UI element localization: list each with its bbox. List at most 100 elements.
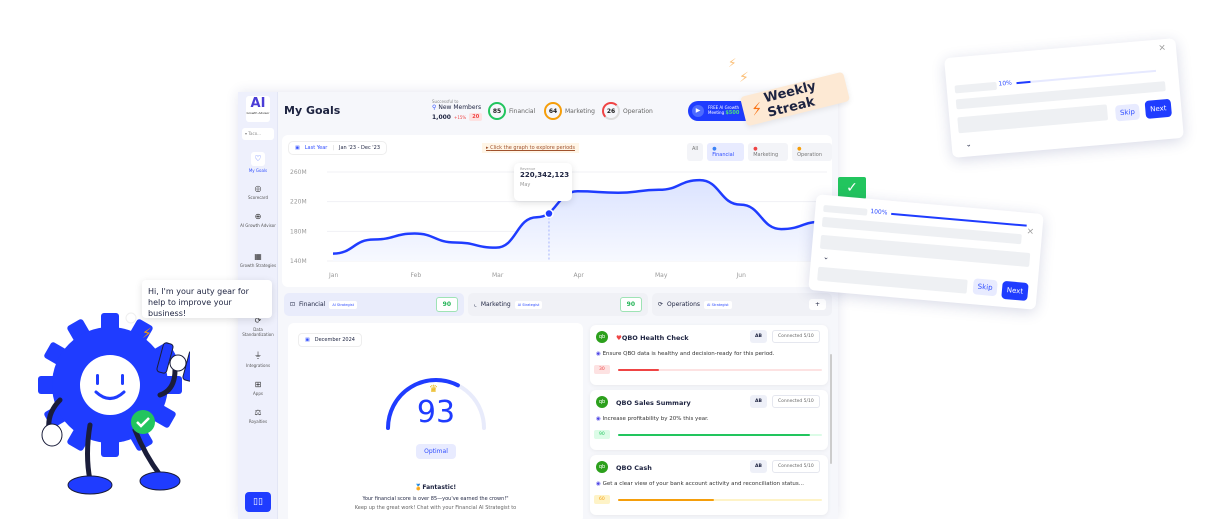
score-value: 93	[416, 395, 456, 430]
quickbooks-icon: qb	[596, 461, 608, 473]
promo-banner[interactable]: ▶ FREE AI Growth Meeting $500	[688, 101, 758, 121]
filter-operation[interactable]: ● Operation	[792, 143, 833, 161]
task-description: ◉ Get a clear view of your bank account …	[596, 481, 804, 487]
logo: AI Growth Advisor	[246, 96, 270, 122]
status-badge: Optimal	[416, 444, 456, 459]
lightning-icon: ⚡	[142, 326, 152, 342]
skip-button[interactable]: Skip	[972, 278, 998, 297]
sidebar-item-data-standardization[interactable]: ⟳ Data Standardization	[238, 316, 278, 337]
refresh-icon: ⟳	[658, 301, 664, 308]
filter-financial[interactable]: ● Financial	[707, 143, 745, 161]
sidebar-item-ai-growth-advisor[interactable]: ⊕ AI Growth Advisor	[238, 212, 278, 228]
connected-status: Connected 5/10	[772, 330, 820, 343]
task-description: ◉ Increase profitability by 20% this yea…	[596, 416, 709, 422]
scorecard-icon: ◎	[254, 184, 262, 193]
sidebar-item-royalties[interactable]: ⚖ Royalties	[238, 408, 278, 424]
close-icon[interactable]: ×	[1158, 42, 1167, 54]
scrollbar[interactable]	[830, 354, 832, 464]
gear-mascot-illustration: ⚡	[38, 312, 190, 495]
y-tick-label: 140M	[290, 258, 307, 265]
date-chip[interactable]: ▣ December 2024	[298, 333, 362, 347]
score-marketing[interactable]: 64 Marketing	[544, 102, 595, 120]
ai-strategist-tag: AI Strategist	[514, 300, 543, 309]
ai-strategist-tag: AI Strategist	[329, 300, 357, 309]
progress-percent: 100%	[870, 208, 888, 217]
globe-icon: ⊕	[254, 212, 262, 221]
chevron-down-icon[interactable]: ⌄	[965, 140, 972, 149]
sidebar-item-apps[interactable]: ⊞ Apps	[238, 380, 278, 396]
score-operation[interactable]: 26 Operation	[602, 102, 653, 120]
members-caption: Successful to	[432, 99, 459, 104]
filter-marketing[interactable]: ● Marketing	[748, 143, 789, 161]
lightning-icon: ⚡	[739, 70, 749, 86]
add-button[interactable]: +	[808, 299, 826, 310]
assignee-badge[interactable]: AB	[750, 330, 767, 343]
y-tick-label: 220M	[290, 199, 307, 206]
close-icon[interactable]: ×	[1026, 226, 1035, 238]
summary-line-1: Your financial score is over 85—you've e…	[362, 496, 509, 502]
sidebar-item-integrations[interactable]: ⏚ Integrations	[238, 350, 278, 368]
cursor-icon: ▸	[486, 145, 489, 151]
calendar-icon: ▣	[305, 337, 310, 343]
task-description: ◉ Ensure QBO data is healthy and decisio…	[596, 351, 775, 357]
members-stats: 1,000 +15% 20	[432, 113, 483, 121]
page-title: My Goals	[284, 104, 341, 117]
book-icon: ▯▯	[253, 497, 263, 507]
task-card[interactable]: qb ♥QBO Health Check AB Connected 5/10 ◉…	[590, 325, 828, 385]
link-icon: ⚲	[432, 104, 437, 111]
grid-icon: ⊞	[254, 380, 262, 389]
connected-status: Connected 5/10	[772, 460, 820, 473]
refresh-icon: ⟳	[254, 316, 262, 325]
x-tick-label: May	[655, 272, 668, 279]
summary-panel: ▣ December 2024 ♛ 93 Optimal 🏅Fantastic! …	[288, 323, 583, 519]
skip-button[interactable]: Skip	[1114, 103, 1141, 122]
lightning-icon: ⚡	[749, 97, 765, 120]
book-button[interactable]: ▯▯	[245, 492, 271, 512]
x-tick-label: Feb	[411, 272, 422, 279]
crown-icon: ♛	[429, 384, 438, 395]
x-tick-label: Mar	[492, 272, 504, 279]
hint-label: ▸ Click the graph to explore periods	[482, 143, 579, 153]
next-button[interactable]: Next	[1001, 280, 1029, 301]
score-gauge	[386, 378, 486, 430]
ai-icon: ◉	[596, 416, 601, 422]
date-range-picker[interactable]: ▣ Last Year | Jan '23 - Dec '23	[288, 141, 388, 155]
filter-all[interactable]: All	[687, 143, 704, 161]
onboarding-popup-complete: × 100% ⌄ Skip Next	[808, 194, 1044, 310]
plug-icon: ⏚	[254, 351, 262, 360]
sidebar-item-growth-strategies[interactable]: ▦ Growth Strategies	[239, 252, 277, 268]
tab-operations[interactable]: ⟳ Operations AI Strategist +	[652, 293, 832, 316]
revenue-chart[interactable]: 140M 180M 220M 260M Jan Feb Mar Apr May Jun	[282, 135, 832, 287]
task-card[interactable]: qb QBO Cash AB Connected 5/10 ◉ Get a cl…	[590, 455, 828, 515]
task-score: 30	[594, 365, 610, 374]
score-financial[interactable]: 85 Financial	[488, 102, 535, 120]
sidebar-item-scorecard[interactable]: ◎ Scorecard	[238, 184, 278, 200]
summary-line-2: Keep up the great work! Chat with your F…	[354, 505, 517, 511]
sidebar-item-my-goals[interactable]: ♡ My Goals	[248, 152, 268, 173]
ai-icon: ◉	[596, 351, 601, 357]
x-tick-label: Jun	[736, 272, 747, 279]
lightning-icon: ⚡	[728, 56, 737, 70]
chart-card: ▣ Last Year | Jan '23 - Dec '23 ▸ Click the…	[282, 135, 833, 287]
task-title: ♥QBO Health Check	[616, 334, 689, 342]
assignee-badge[interactable]: AB	[750, 460, 767, 473]
progress-percent: 10%	[998, 79, 1013, 88]
heart-icon: ♡	[251, 152, 265, 166]
x-tick-label: Apr	[574, 272, 585, 279]
task-progress-bar	[618, 499, 822, 501]
x-tick-label: Jan	[328, 272, 338, 279]
app-window: AI Growth Advisor ▾ Taco... ♡ My Goals ◎ Sc…	[238, 92, 838, 519]
assignee-badge[interactable]: AB	[750, 395, 767, 408]
calendar-icon: ▣	[295, 145, 300, 151]
task-score: 60	[594, 495, 610, 504]
task-progress-bar	[618, 369, 822, 371]
chevron-down-icon[interactable]: ⌄	[822, 253, 830, 262]
tab-financial[interactable]: ⊡ Financial AI Strategist 90	[284, 293, 464, 316]
task-score: 90	[594, 430, 610, 439]
quickbooks-icon: qb	[596, 396, 608, 408]
company-selector[interactable]: ▾ Taco...	[242, 128, 274, 140]
tab-marketing[interactable]: ⌞ Marketing AI Strategist 90	[468, 293, 648, 316]
task-card[interactable]: qb QBO Sales Summary AB Connected 5/10 ◉…	[590, 390, 828, 450]
next-button[interactable]: Next	[1144, 98, 1173, 119]
building-icon: ▦	[254, 252, 262, 261]
